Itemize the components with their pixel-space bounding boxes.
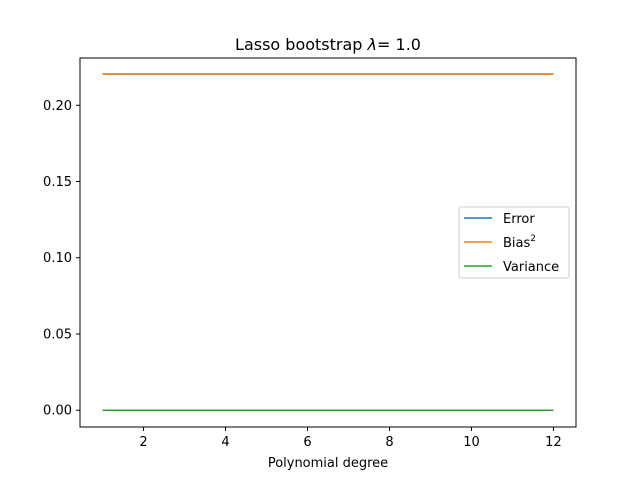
y-tick-label: 0.15	[43, 175, 72, 190]
y-tick-label: 0.00	[43, 404, 72, 419]
chart-title-prefix: Lasso bootstrap	[235, 35, 368, 54]
plot-area-frame	[79, 57, 577, 428]
x-tick-label: 10	[463, 435, 480, 450]
axis-ticks: 2 4 6 8 10 12 0.00 0.05 0.10 0.15 0.20	[43, 99, 562, 450]
x-axis-label: Polynomial degree	[268, 456, 388, 471]
legend-box	[458, 206, 570, 279]
chart-title-lambda: λ	[367, 35, 377, 54]
x-tick-label: 8	[385, 435, 393, 450]
x-tick-label: 2	[139, 435, 147, 450]
legend-label-error: Error	[503, 212, 535, 227]
chart-title-suffix: = 1.0	[377, 35, 421, 54]
legend: Error Bias2 Variance	[458, 206, 570, 279]
legend-label-variance: Variance	[503, 260, 559, 275]
x-tick-label: 4	[221, 435, 229, 450]
chart-title: Lasso bootstrap λ= 1.0	[235, 35, 421, 54]
y-tick-label: 0.10	[43, 251, 72, 266]
y-tick-label: 0.20	[43, 99, 72, 114]
series-lines	[102, 73, 554, 411]
legend-label-bias-2: Bias2	[503, 234, 536, 251]
y-tick-label: 0.05	[43, 327, 72, 342]
x-tick-label: 12	[545, 435, 562, 450]
x-tick-label: 6	[303, 435, 311, 450]
